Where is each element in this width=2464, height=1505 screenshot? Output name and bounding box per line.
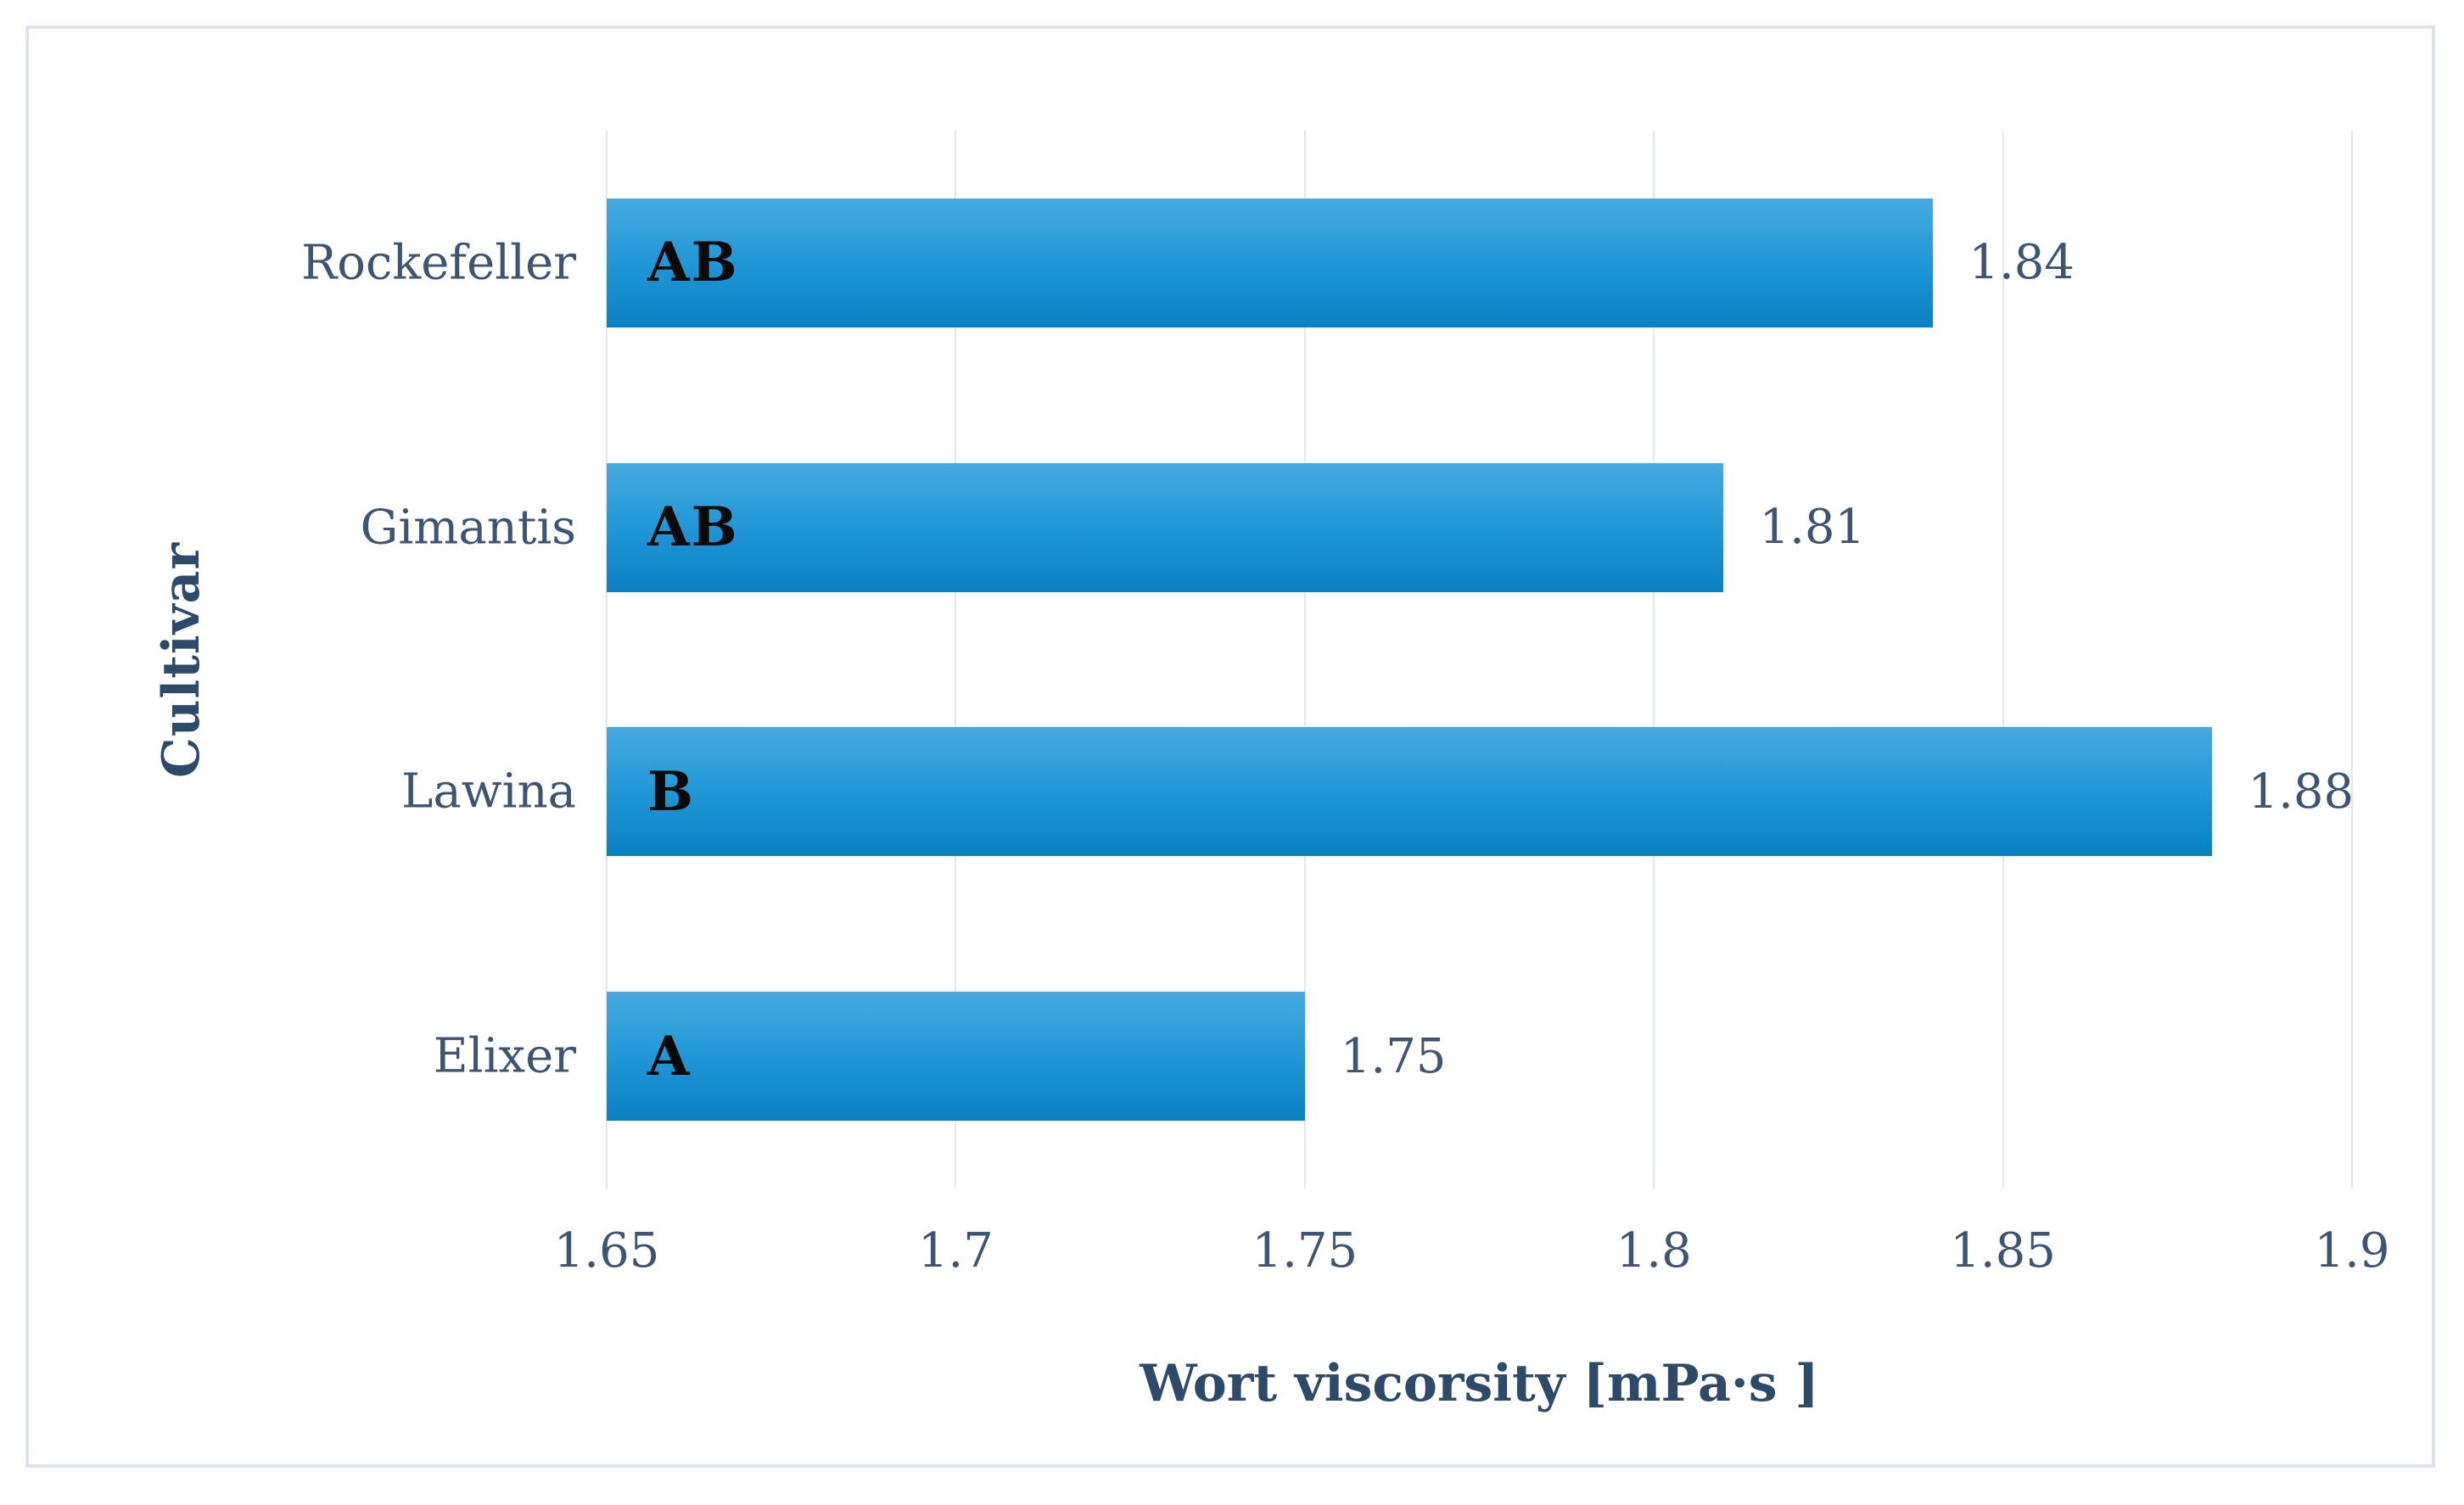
gridline [955,131,957,1189]
category-label: Lawina [401,764,576,820]
x-axis-title: Wort viscorsity [mPa·s ] [1140,1354,1819,1413]
x-tick-label: 1.9 [2314,1223,2390,1278]
bar-lawina: B [607,727,2213,857]
gridline [1303,131,1306,1189]
category-label: Gimantis [360,500,576,556]
bar-elixer: A [607,992,1305,1122]
bar-value-label: 1.84 [1968,235,2075,291]
x-tick-label: 1.7 [917,1223,994,1278]
category-axis: Rockefeller Gimantis Lawina Elixer [199,131,576,1189]
gridline [1653,131,1655,1189]
x-tick-label: 1.8 [1616,1223,1692,1278]
significance-letter: B [647,759,696,824]
bar-value-label: 1.81 [1759,500,1866,556]
x-axis-ticks: 1.65 1.7 1.75 1.8 1.85 1.9 [554,1223,2390,1300]
significance-letter: A [647,1024,692,1088]
category-label: Elixer [433,1028,576,1084]
figure-frame: Cultivar AB 1.84 AB 1.81 B 1.88 A 1.75 Rockefel… [25,25,2435,1468]
x-tick-label: 1.75 [1252,1223,1358,1278]
x-tick-label: 1.65 [553,1223,660,1278]
bar-rockefeller: AB [607,198,1934,327]
plot-area: AB 1.84 AB 1.81 B 1.88 A 1.75 [606,131,2355,1189]
gridline [606,131,608,1189]
category-label: Rockefeller [301,235,576,291]
bar-value-label: 1.88 [2248,764,2355,820]
bar-value-label: 1.75 [1340,1028,1447,1084]
significance-letter: AB [647,495,739,560]
bar-gimantis: AB [607,462,1724,592]
significance-letter: AB [647,231,739,295]
x-tick-label: 1.85 [1950,1223,2056,1278]
gridline [2351,131,2353,1189]
gridline [2002,131,2004,1189]
